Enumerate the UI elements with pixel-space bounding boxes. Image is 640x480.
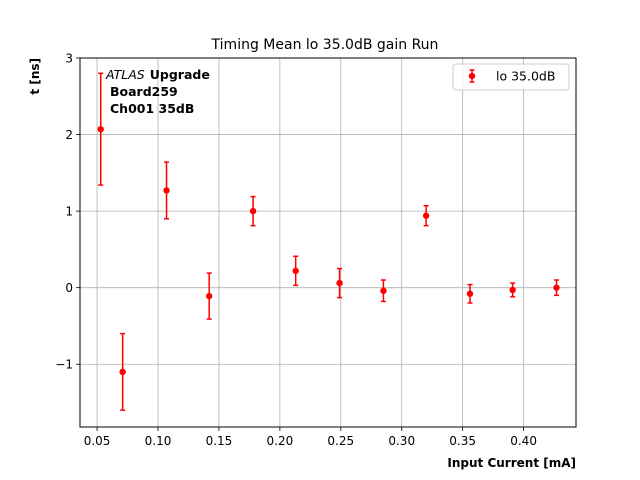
x-tick-label: 0.05 — [84, 434, 111, 448]
y-tick-label: 2 — [65, 128, 73, 142]
annotation-line-3: Ch001 35dB — [110, 101, 194, 116]
data-point — [97, 125, 104, 133]
x-tick-label: 0.40 — [510, 434, 537, 448]
y-tick-label: 0 — [65, 281, 73, 295]
chart-title: Timing Mean lo 35.0dB gain Run — [211, 37, 439, 53]
y-axis-ticks: −1 0 1 2 3 — [55, 52, 80, 372]
atlas-label: ATLAS — [105, 67, 145, 82]
data-point — [336, 279, 343, 287]
data-point — [422, 212, 430, 219]
legend-entry-lo-35db: lo 35.0dB — [496, 69, 555, 84]
data-point — [380, 287, 387, 294]
data-point — [249, 207, 257, 215]
upgrade-label: Upgrade — [150, 67, 210, 82]
x-tick-label: 0.10 — [145, 434, 172, 448]
data-points — [97, 125, 560, 376]
x-axis-ticks: 0.05 0.10 0.15 0.20 0.25 0.30 0.35 0.40 — [84, 427, 537, 448]
x-tick-label: 0.25 — [327, 434, 354, 448]
legend-marker — [468, 72, 476, 80]
data-point — [163, 187, 170, 194]
data-point — [205, 292, 213, 300]
x-tick-label: 0.35 — [449, 434, 476, 448]
y-tick-label: 3 — [65, 52, 73, 66]
x-tick-label: 0.20 — [267, 434, 294, 448]
x-tick-label: 0.30 — [388, 434, 415, 448]
annotation-line-2: Board259 — [110, 84, 178, 99]
x-axis-label: Input Current [mA] — [447, 456, 576, 470]
y-tick-label: −1 — [55, 358, 73, 372]
data-point — [292, 267, 299, 275]
data-point — [466, 290, 474, 297]
data-point — [119, 368, 126, 376]
legend-box — [452, 63, 570, 91]
y-axis-label: t [ns] — [28, 58, 42, 95]
x-tick-label: 0.15 — [206, 434, 233, 448]
y-tick-label: 1 — [65, 205, 73, 219]
atlas-annotation: ATLAS Upgrade Board259 Ch001 35dB — [105, 67, 210, 116]
plot-frame — [79, 57, 577, 428]
data-point — [509, 286, 516, 294]
annotation-line-1: ATLAS Upgrade — [105, 67, 210, 82]
legend: lo 35.0dB — [452, 63, 570, 91]
grid — [80, 57, 576, 427]
data-point — [553, 284, 560, 291]
